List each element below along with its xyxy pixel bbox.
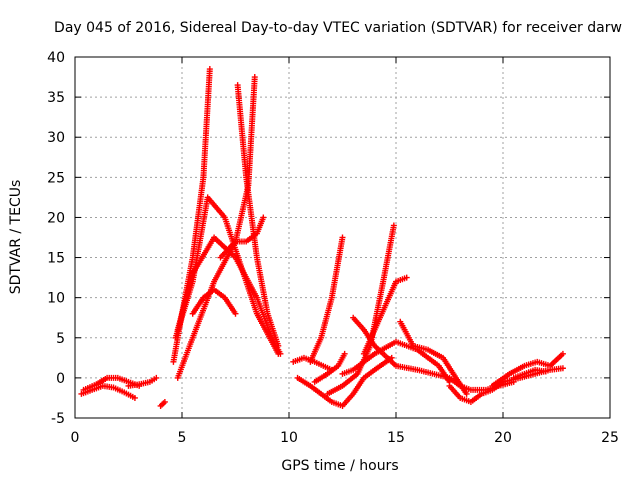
data-point-plus xyxy=(206,66,213,73)
x-tick-label: 15 xyxy=(387,430,405,446)
y-tick-label: 20 xyxy=(47,210,65,226)
y-tick-label: 25 xyxy=(47,170,65,186)
x-tick-label: 0 xyxy=(71,430,80,446)
data-points xyxy=(78,66,566,409)
x-axis-label: GPS time / hours xyxy=(281,458,398,474)
data-point-plus xyxy=(559,365,566,372)
series-trace-5 xyxy=(170,66,213,365)
series-trace-2 xyxy=(80,374,143,393)
series-trace-15 xyxy=(311,350,348,385)
x-tick-label: 5 xyxy=(178,430,187,446)
chart-title: Day 045 of 2016, Sidereal Day-to-day VTE… xyxy=(54,20,622,36)
data-point-plus xyxy=(403,274,410,281)
data-point-plus xyxy=(542,368,549,375)
x-tick-label: 10 xyxy=(280,430,298,446)
data-point-plus xyxy=(251,74,258,81)
series-trace-3 xyxy=(125,374,160,389)
y-tick-label: 30 xyxy=(47,130,65,146)
data-point-plus xyxy=(463,390,470,397)
y-tick-label: -5 xyxy=(51,411,65,427)
series-trace-4 xyxy=(157,398,168,409)
series-trace-9 xyxy=(189,286,239,317)
data-point-plus xyxy=(390,222,397,229)
series-trace-20 xyxy=(397,318,470,397)
y-tick-label: 5 xyxy=(56,331,65,347)
x-tick-label: 20 xyxy=(494,430,512,446)
series-trace-17 xyxy=(339,338,453,385)
axis-ticks: 0 5 10 15 20 25 -5 0 5 10 15 20 25 30 35 40 xyxy=(47,50,619,446)
y-tick-label: 15 xyxy=(47,251,65,267)
y-tick-label: 0 xyxy=(56,371,65,387)
series-trace-19 xyxy=(360,274,410,357)
data-point-plus xyxy=(153,374,160,381)
data-point-plus xyxy=(131,394,138,401)
series-trace-14 xyxy=(307,234,346,365)
data-point-plus xyxy=(232,310,239,317)
series-trace-8 xyxy=(174,74,258,381)
data-point-plus xyxy=(260,214,267,221)
series-trace-12 xyxy=(290,354,335,373)
series-trace-25 xyxy=(510,366,549,381)
y-tick-label: 10 xyxy=(47,291,65,307)
series-trace-13 xyxy=(294,354,395,409)
series-trace-22 xyxy=(457,378,517,393)
y-tick-label: 35 xyxy=(47,90,65,106)
series-trace-11 xyxy=(217,214,267,261)
y-axis-label: SDTVAR / TECUs xyxy=(8,180,24,295)
y-tick-label: 40 xyxy=(47,50,65,66)
data-point-plus xyxy=(161,398,168,405)
x-tick-label: 25 xyxy=(601,430,619,446)
data-point-plus xyxy=(277,350,284,357)
data-point-plus xyxy=(275,342,282,349)
data-point-plus xyxy=(341,350,348,357)
data-point-plus xyxy=(339,234,346,241)
data-point-plus xyxy=(559,350,566,357)
plot-frame xyxy=(74,56,611,419)
